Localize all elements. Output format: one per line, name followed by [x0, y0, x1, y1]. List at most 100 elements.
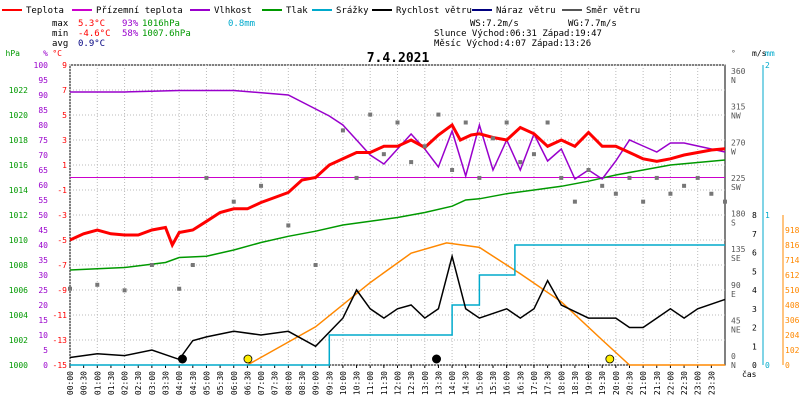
- press-unit: hPa: [6, 49, 21, 58]
- x-tick-label: 21:30: [653, 371, 662, 395]
- solar-tick-label: 102: [785, 346, 800, 355]
- axes: 00:00 00:30 01:00 01:30 02:00 02:30 03:00 03:30…: [6, 49, 800, 395]
- press-tick-label: 1006: [9, 286, 28, 295]
- dir-point: [641, 199, 646, 204]
- press-tick-label: 1020: [9, 111, 28, 120]
- dir-point: [668, 191, 673, 196]
- dir-tick-letter: SW: [731, 183, 741, 192]
- x-tick-label: 18:30: [571, 371, 580, 395]
- x-tick-label: 20:30: [625, 371, 634, 395]
- humidity-series-line: [70, 89, 726, 181]
- dir-point: [572, 199, 577, 204]
- dir-point: [422, 144, 427, 149]
- hum-tick-label: 35: [38, 256, 48, 265]
- hum-tick-label: 60: [38, 181, 48, 190]
- dir-point: [149, 263, 154, 267]
- solar-series-line: [247, 242, 725, 366]
- press-tick-label: 1016: [9, 161, 28, 170]
- dir-tick-letter: S: [731, 219, 736, 228]
- dir-tick-letter: SE: [731, 254, 741, 263]
- x-tick-label: 14:30: [462, 371, 471, 395]
- dir-point: [313, 263, 318, 267]
- dir-point: [627, 175, 632, 180]
- dir-point: [723, 199, 727, 204]
- stat-ws: WS:7.2m/s: [470, 19, 519, 29]
- hum-unit: %: [43, 49, 48, 58]
- solar-tick-label: 306: [785, 316, 800, 325]
- x-tick-label: 02:00: [121, 371, 130, 395]
- stat-max-hum: 93%: [122, 19, 139, 29]
- hum-tick-label: 75: [38, 136, 48, 145]
- x-tick-label: 06:30: [243, 371, 252, 395]
- hum-tick-label: 30: [38, 271, 48, 280]
- stat-avg-label: avg: [52, 39, 68, 49]
- legend-wind-label: Rychlost větru: [396, 6, 472, 16]
- x-tick-label: 01:00: [93, 371, 102, 395]
- legend: Teplota Přízemní teplota Vlhkost Tlak Sr…: [2, 6, 640, 16]
- dir-point: [477, 175, 482, 180]
- temperature-series-line: [69, 122, 726, 249]
- dir-point: [709, 191, 714, 196]
- ms-unit: m/s: [752, 49, 767, 58]
- temp-tick-label: 7: [62, 86, 67, 95]
- dir-point: [531, 152, 536, 157]
- stat-moon: Měsíc Východ:4:07 Západ:13:26: [434, 39, 591, 49]
- dir-point: [354, 175, 359, 180]
- sun-marker: [243, 354, 253, 364]
- solar-tick-label: 714: [785, 256, 800, 265]
- temp-tick-label: 5: [62, 111, 67, 120]
- dir-unit: °: [731, 49, 736, 58]
- press-tick-label: 1004: [9, 311, 28, 320]
- dir-tick-label: 225: [731, 174, 746, 183]
- dir-point: [586, 168, 591, 172]
- ms-tick-label: 8: [752, 211, 757, 220]
- x-tick-label: 00:30: [80, 371, 89, 395]
- temp-tick-label: 1: [62, 161, 67, 170]
- x-tick-label: 09:30: [325, 371, 334, 395]
- solar-tick-label: 918: [785, 226, 800, 235]
- x-tick-label: 12:00: [394, 371, 403, 395]
- x-tick-label: 22:00: [666, 371, 675, 395]
- hum-tick-label: 80: [38, 121, 48, 130]
- x-tick-label: 11:30: [380, 371, 389, 395]
- temp-tick-label: -13: [53, 336, 68, 345]
- hum-tick-label: 45: [38, 226, 48, 235]
- wind-series-line: [69, 253, 726, 361]
- dir-point: [68, 286, 72, 291]
- stats: max 5.3°C 93% 1016hPa 0.8mm min -4.6°C 5…: [52, 19, 617, 49]
- solar-tick-label: 0: [785, 361, 790, 370]
- dir-point: [231, 199, 236, 204]
- dir-tick-label: 135: [731, 245, 746, 254]
- rain-tick-label: 1: [765, 211, 770, 220]
- x-tick-label: 08:00: [284, 371, 293, 395]
- x-tick-label: 05:00: [202, 371, 211, 395]
- x-tick-label: 20:00: [612, 371, 621, 395]
- grid: [69, 64, 725, 366]
- stat-wg: WG:7.7m/s: [568, 19, 617, 29]
- moon-marker: [432, 354, 442, 364]
- hum-tick-label: 95: [38, 76, 48, 85]
- dir-point: [695, 175, 700, 180]
- dir-point: [204, 175, 209, 180]
- hum-tick-label: 20: [38, 301, 48, 310]
- legend-temp-label: Teplota: [26, 6, 64, 16]
- solar-tick-label: 204: [785, 331, 800, 340]
- dir-point: [491, 136, 496, 141]
- stat-min-temp: -4.6°C: [78, 29, 111, 39]
- x-tick-label: 23:30: [707, 371, 716, 395]
- x-tick-label: 05:30: [216, 371, 225, 395]
- pressure-series-line: [69, 159, 726, 271]
- dir-point: [95, 282, 100, 287]
- plot: [68, 89, 727, 366]
- stat-max-temp: 5.3°C: [78, 19, 105, 29]
- temp-tick-label: -9: [57, 286, 67, 295]
- temp-tick-label: -11: [53, 311, 68, 320]
- x-tick-label: 17:00: [530, 371, 539, 395]
- x-tick-label: 16:30: [516, 371, 525, 395]
- x-tick-label: 13:00: [421, 371, 430, 395]
- x-tick-label: 11:00: [366, 371, 375, 395]
- dir-point: [340, 128, 345, 133]
- legend-pressure-label: Tlak: [286, 6, 308, 16]
- temp-tick-label: -15: [53, 361, 68, 370]
